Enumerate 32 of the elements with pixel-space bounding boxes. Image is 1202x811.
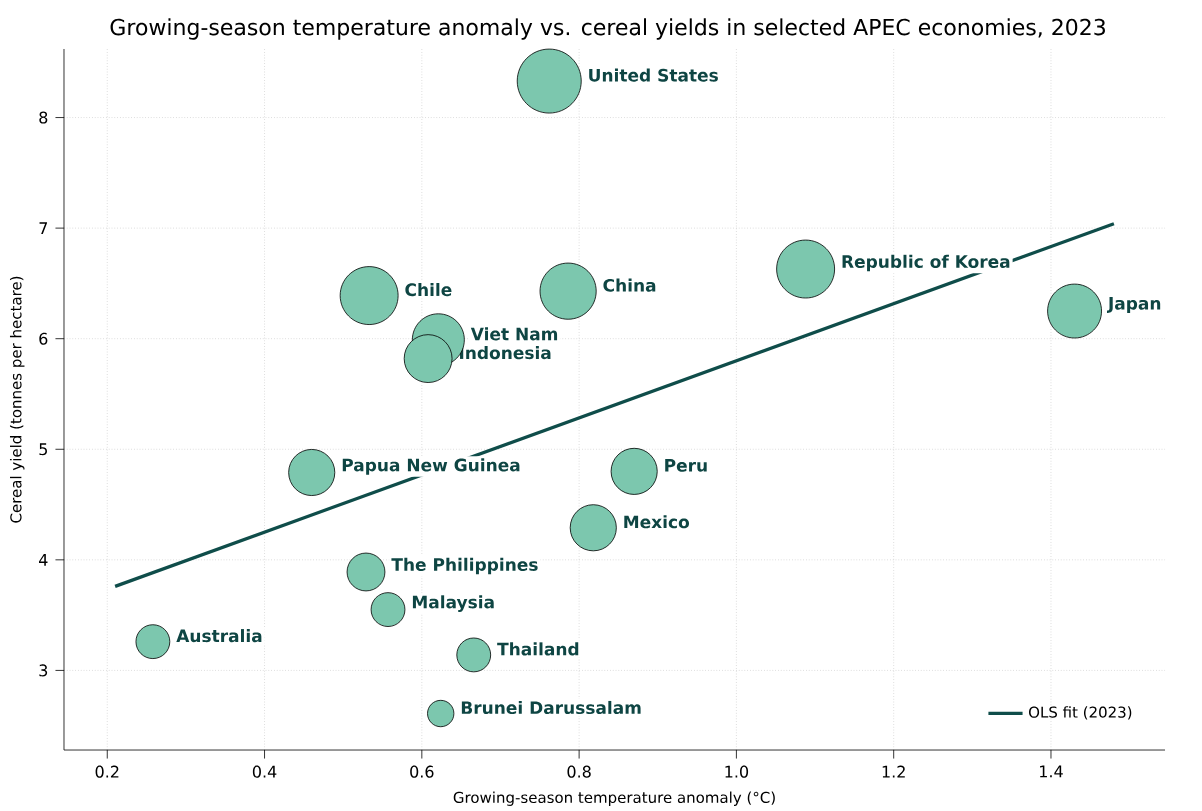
annotation: Malaysia — [412, 595, 494, 612]
y-axis-title: Cereal yield (tonnes per hectare) — [9, 276, 25, 523]
annotation: Viet Nam — [470, 327, 558, 341]
y-tick-label: 5 — [39, 443, 47, 456]
x-tick-label: 1.0 — [725, 765, 749, 778]
x-tick-label: 0.6 — [410, 765, 434, 778]
annotation: The Philippines — [391, 557, 538, 575]
chart-title: Growing-season temperature anomaly vs. cereal yields in selected APEC economies, 2023 — [110, 18, 1105, 40]
x-tick-label: 1.4 — [1040, 765, 1063, 778]
annotation: United States — [589, 68, 718, 82]
x-tick-label: 1.2 — [882, 765, 905, 778]
annotation: Papua New Guinea — [342, 458, 520, 475]
annotation: China — [603, 278, 656, 292]
annotation: Thailand — [497, 642, 579, 656]
annotation: Mexico — [624, 515, 690, 529]
y-tick-label: 8 — [39, 111, 48, 124]
x-tick-label: 0.8 — [567, 765, 591, 778]
annotation: Indonesia — [460, 346, 551, 360]
annotation: Peru — [665, 459, 707, 472]
y-tick-label: 6 — [39, 332, 48, 345]
y-tick-label: 7 — [39, 222, 48, 234]
x-axis-title: Growing-season temperature anomaly (°C) — [453, 791, 775, 806]
annotation: Australia — [176, 629, 262, 643]
legend-label: OLS fit (2023) — [1029, 706, 1132, 720]
annotation: Japan — [1107, 297, 1161, 314]
annotation: Republic of Korea — [842, 254, 1010, 272]
annotation: Brunei Darussalam — [461, 700, 641, 715]
x-tick-label: 0.4 — [252, 765, 277, 778]
y-tick-label: 4 — [39, 554, 48, 566]
x-tick-label: 0.2 — [95, 765, 119, 778]
annotation: Chile — [405, 282, 452, 297]
y-tick-label: 3 — [39, 664, 48, 677]
